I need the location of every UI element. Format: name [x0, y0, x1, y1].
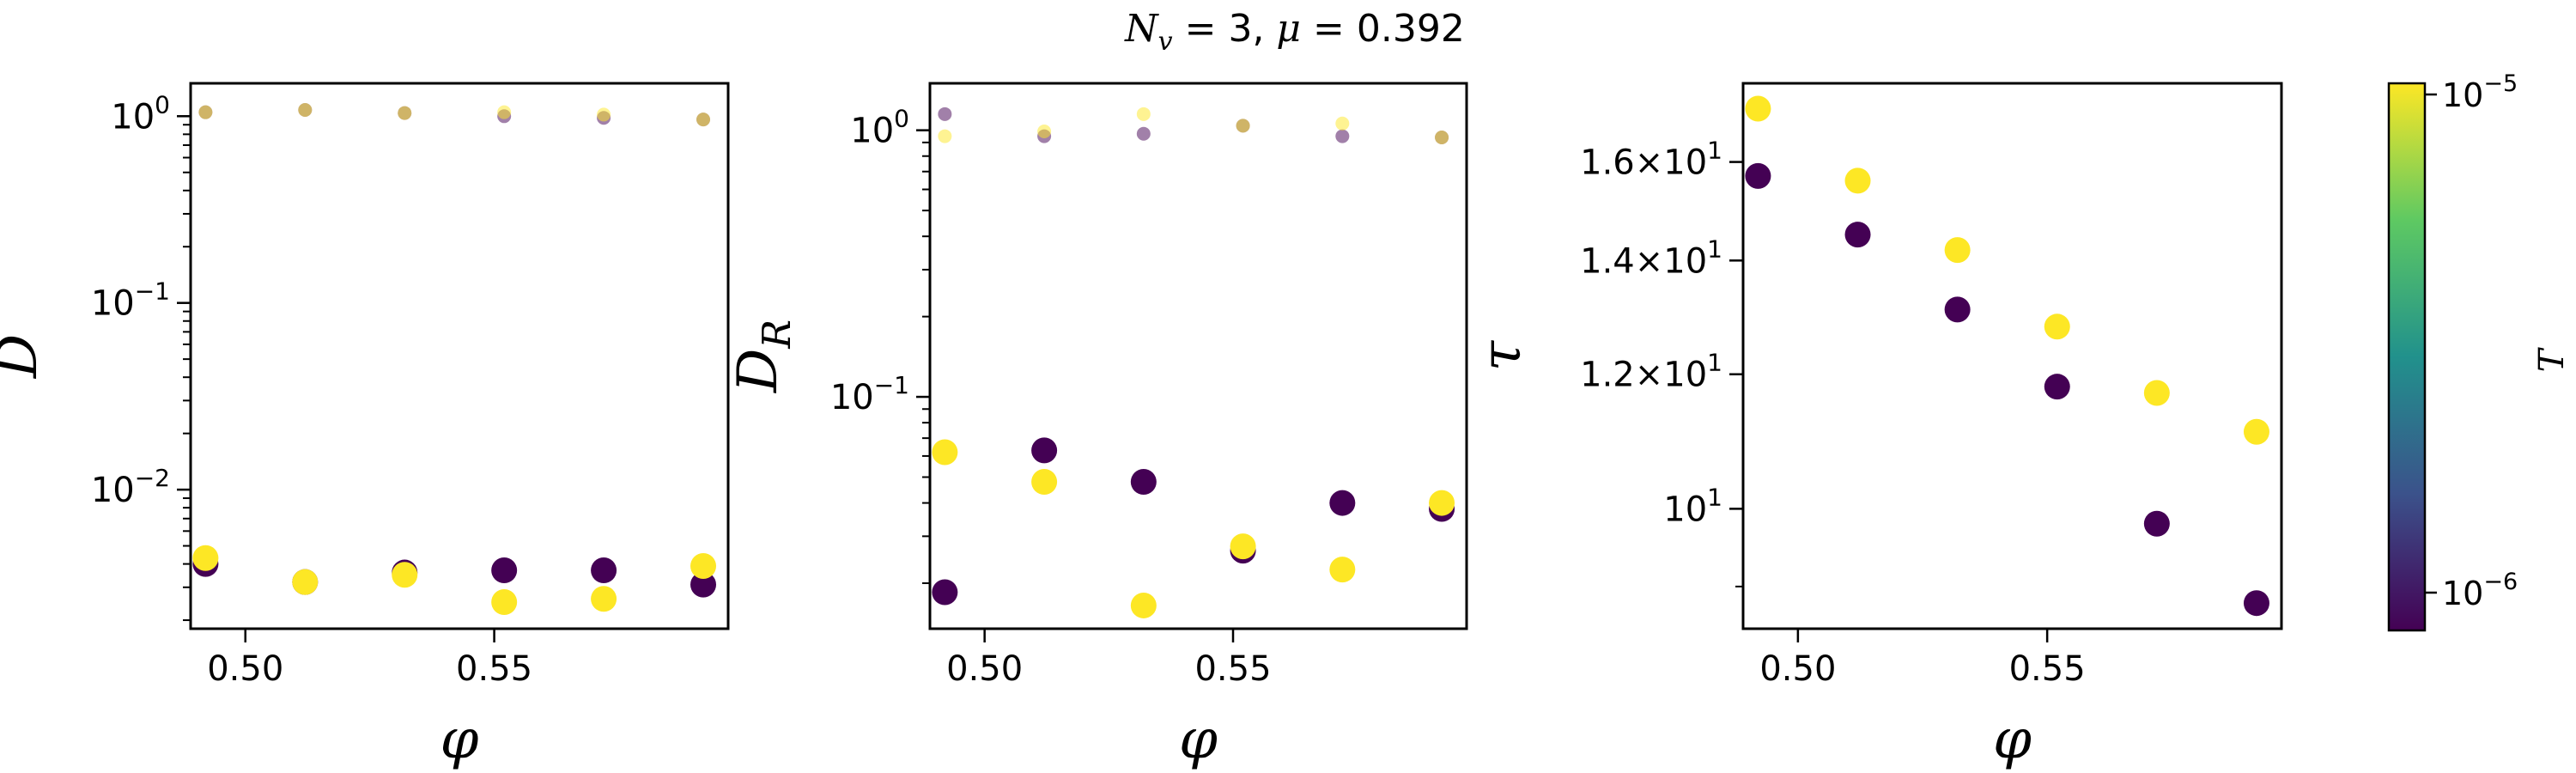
x-tick-label: 0.50	[1759, 649, 1836, 689]
data-point-small	[597, 107, 611, 122]
data-point-small	[298, 103, 313, 118]
y-tick-label: 10−1​	[830, 371, 909, 417]
data-point	[690, 571, 717, 598]
data-point-small	[1136, 126, 1151, 141]
x-axis-label: φ	[1179, 708, 1218, 771]
data-point	[1745, 162, 1771, 189]
data-point	[690, 552, 717, 579]
data-point-small	[1335, 129, 1350, 143]
data-point-small	[198, 105, 213, 119]
data-point-small	[497, 105, 512, 119]
data-point	[1844, 222, 1871, 248]
colorbar-bar	[2387, 82, 2427, 632]
data-point-small	[1136, 107, 1151, 121]
y-tick-label: 100​	[111, 90, 170, 137]
y-axis-label: D	[0, 334, 50, 379]
data-point	[1944, 237, 1971, 264]
data-point-small	[1236, 119, 1250, 133]
data-point	[1329, 557, 1356, 583]
colorbar-tick-label: 10−5	[2442, 70, 2518, 114]
x-tick-label: 0.55	[456, 649, 532, 689]
y-tick-label: 10−2​	[91, 464, 170, 510]
data-point	[292, 569, 319, 595]
y-tick-label: 1.2×101​	[1580, 349, 1722, 395]
y-tick-label: 1.6×101​	[1580, 137, 1722, 183]
data-point	[2243, 418, 2269, 445]
data-point	[1031, 437, 1058, 464]
data-point	[2044, 374, 2070, 400]
data-point	[392, 562, 418, 588]
x-tick-label: 0.55	[1194, 649, 1271, 689]
data-point	[1329, 490, 1356, 516]
data-point	[1944, 296, 1971, 323]
data-point-small	[398, 106, 412, 120]
y-axis-label: DR	[726, 320, 799, 393]
data-point	[591, 586, 617, 612]
axes-frame	[928, 82, 1468, 630]
data-point	[1230, 533, 1256, 560]
axes-frame	[1741, 82, 2283, 630]
x-axis-label: φ	[440, 708, 479, 771]
panel-dr: 10−1​ 100​ 0.50 0.55 φ DR	[726, 82, 1468, 771]
figure-title: Nv = 3, μ = 0.392	[1124, 7, 1465, 57]
data-point	[1844, 167, 1871, 194]
x-tick-label: 0.50	[207, 649, 283, 689]
data-point	[491, 588, 518, 615]
data-point	[591, 557, 617, 583]
y-tick-label: 101​	[1663, 483, 1722, 529]
data-point	[1130, 468, 1157, 495]
colorbar: 10−5 10−6 T	[2387, 70, 2572, 632]
y-tick-label: 100​	[850, 105, 909, 151]
data-point	[1031, 468, 1058, 495]
x-tick-label: 0.50	[946, 649, 1023, 689]
axes-frame	[189, 82, 730, 630]
colorbar-tick-label: 10−6	[2442, 569, 2518, 612]
x-tick-label: 0.55	[2009, 649, 2086, 689]
data-point	[932, 579, 958, 606]
colorbar-label: T	[2532, 346, 2572, 372]
data-point-small	[696, 113, 711, 127]
data-point	[1130, 592, 1157, 618]
data-point-small	[1335, 116, 1350, 131]
data-point-small	[1435, 130, 1449, 144]
data-point-small	[938, 129, 952, 143]
data-point	[2143, 510, 2170, 537]
data-point	[1429, 490, 1455, 516]
data-point	[491, 557, 518, 583]
x-axis-label: φ	[1993, 708, 2032, 771]
panel-tau: 101​ 1.2×101​ 1.4×101​ 1.6×101​ 0.50 0.55 φ τ	[1470, 82, 2283, 771]
data-point	[192, 545, 219, 571]
data-point-small	[1037, 125, 1052, 139]
y-tick-label: 10−1​	[91, 277, 170, 324]
y-axis-label: τ	[1470, 339, 1534, 371]
data-point	[1745, 95, 1771, 122]
y-tick-label: 1.4×101​	[1580, 234, 1722, 281]
data-point	[2044, 313, 2070, 340]
data-point-small	[938, 107, 952, 121]
data-point	[2243, 590, 2269, 617]
panel-d: 10−2​ 10−1​ 100​ 0.50 0.55 φ D	[0, 82, 730, 771]
data-point	[2143, 380, 2170, 406]
data-point	[932, 439, 958, 466]
